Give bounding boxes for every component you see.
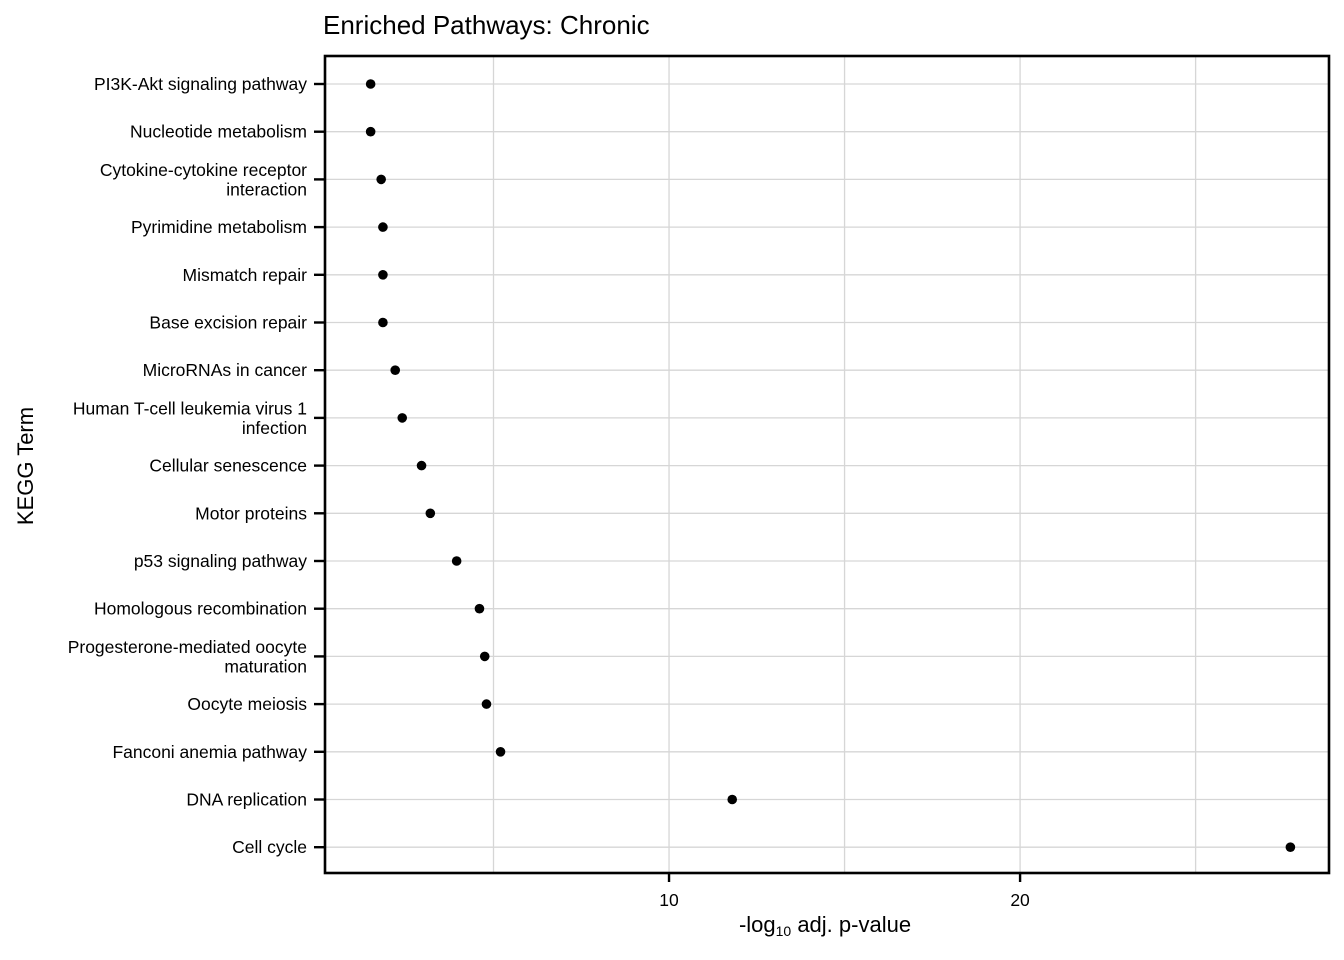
y-tick-label-line: Cytokine-cytokine receptor <box>100 160 307 180</box>
y-tick-label-line: interaction <box>226 179 307 199</box>
x-tick-label: 10 <box>659 890 679 910</box>
y-tick-label: PI3K-Akt signaling pathway <box>94 74 307 94</box>
data-point <box>416 460 427 471</box>
y-tick-label: Homologous recombination <box>94 599 307 619</box>
x-tick-label: 20 <box>1010 890 1030 910</box>
y-tick-label-line: infection <box>242 418 307 438</box>
data-point <box>378 317 388 328</box>
x-axis-label-subscript: 10 <box>775 923 792 939</box>
chart-title: Enriched Pathways: Chronic <box>323 10 650 40</box>
data-point <box>365 126 376 137</box>
data-point <box>474 603 485 614</box>
data-point <box>365 79 376 89</box>
y-tick-label-line: Human T-cell leukemia virus 1 <box>73 398 307 418</box>
y-tick-label: DNA replication <box>186 790 307 810</box>
y-tick-label: Cellular senescence <box>149 456 307 476</box>
y-tick-label-line: maturation <box>224 656 307 676</box>
y-tick-label: Motor proteins <box>195 503 307 523</box>
x-axis-label: -log10 adj. p-value <box>625 912 1025 939</box>
panel-border <box>323 54 1331 875</box>
y-tick-label: Human T-cell leukemia virus 1 infection <box>73 398 307 438</box>
y-tick-label-line: Progesterone-mediated oocyte <box>68 637 307 657</box>
y-axis-label: KEGG Term <box>13 406 38 526</box>
y-tick-label: MicroRNAs in cancer <box>143 360 308 380</box>
data-point <box>378 270 388 280</box>
data-point <box>481 699 492 709</box>
y-tick-label: Base excision repair <box>149 313 307 333</box>
data-point <box>495 747 506 757</box>
y-tick-label: Progesterone-mediated oocyte maturation <box>68 637 307 677</box>
x-axis-label-suffix: adj. p-value <box>791 912 912 937</box>
data-point <box>727 794 738 805</box>
data-point <box>425 508 436 519</box>
y-tick-label: Fanconi anemia pathway <box>112 742 307 762</box>
data-point <box>451 556 462 566</box>
y-tick-label: Cell cycle <box>232 837 307 857</box>
y-tick-label: Nucleotide metabolism <box>130 122 307 142</box>
y-tick-label: Mismatch repair <box>183 265 308 285</box>
y-tick-label: Oocyte meiosis <box>187 694 307 714</box>
data-point <box>1285 842 1296 852</box>
data-point <box>376 174 386 185</box>
x-axis-label-prefix: -log <box>738 912 776 937</box>
y-tick-label: Cytokine-cytokine receptor interaction <box>100 160 307 200</box>
y-tick-label: Pyrimidine metabolism <box>131 217 307 237</box>
data-point <box>378 222 388 232</box>
data-point <box>390 365 401 376</box>
data-point <box>397 413 408 423</box>
y-tick-label: p53 signaling pathway <box>134 551 307 571</box>
data-point <box>479 651 490 662</box>
